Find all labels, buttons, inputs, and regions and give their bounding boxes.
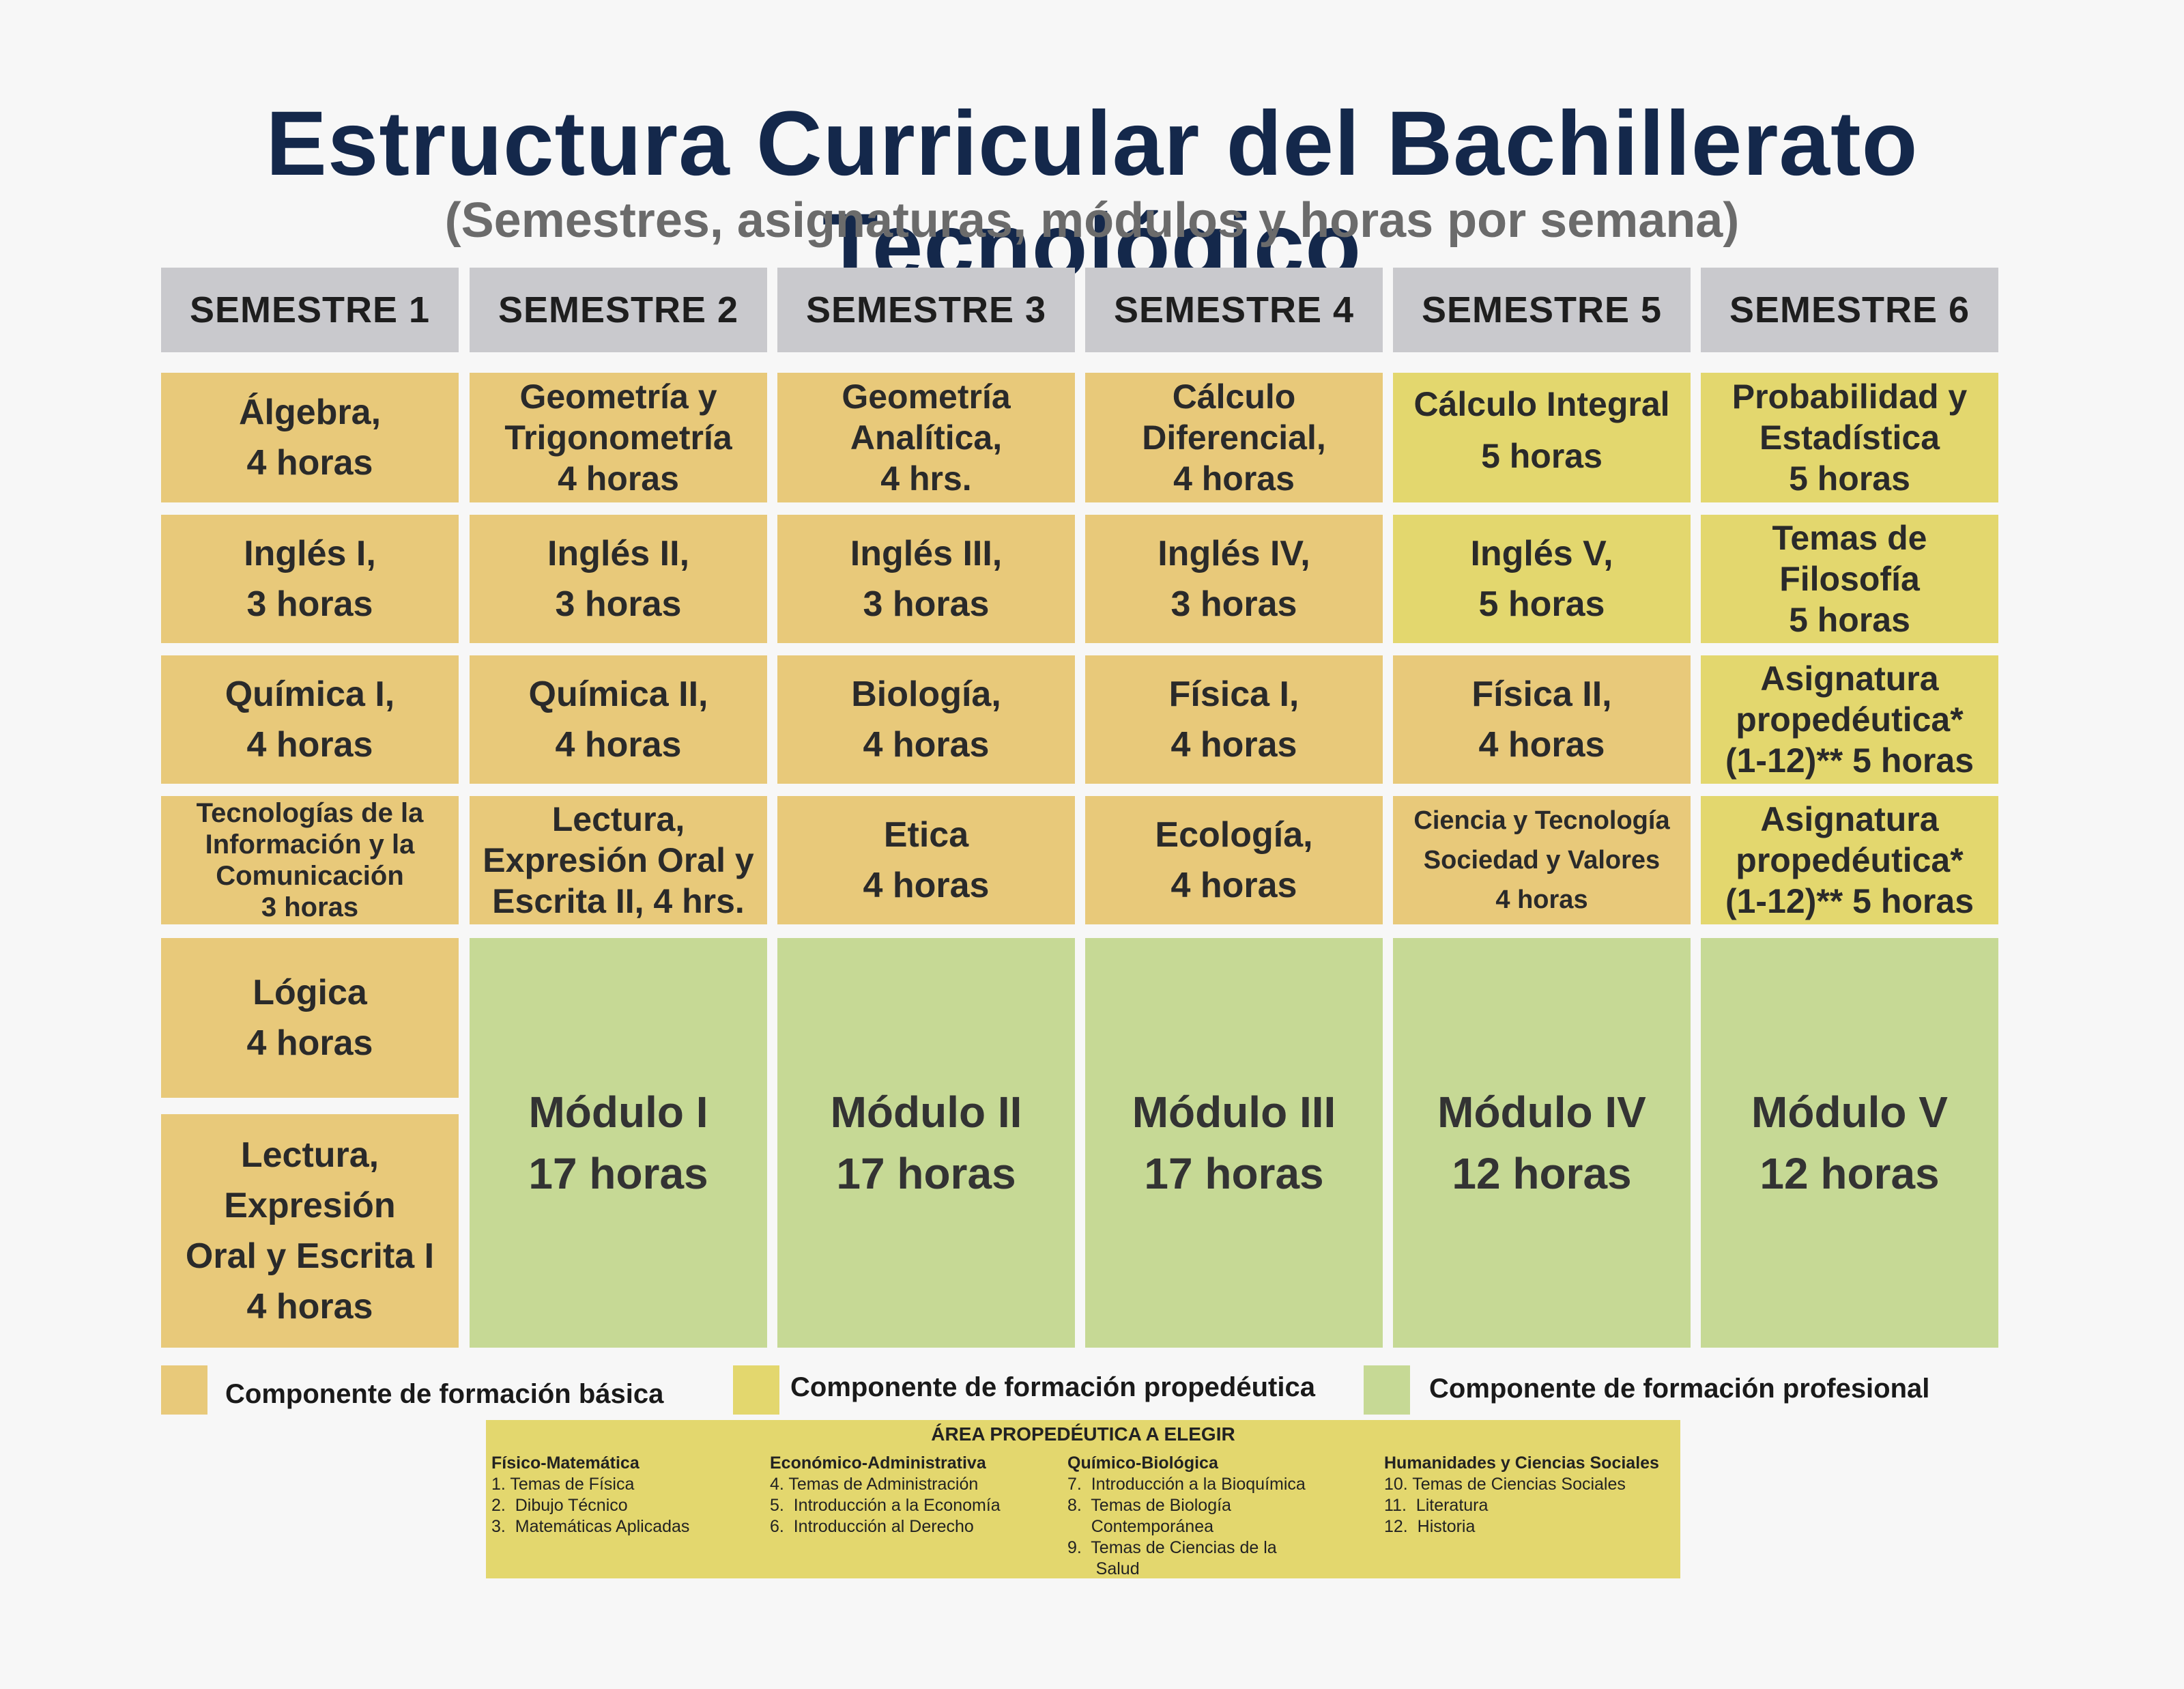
area-item: 9. Temas de Ciencias de la bbox=[1067, 1538, 1277, 1557]
area-heading: Químico-Biológica bbox=[1067, 1453, 1218, 1473]
subject-tic: Tecnologías de la Información y la Comunic… bbox=[161, 796, 459, 924]
area-propedeutica-box: ÁREA PROPEDÉUTICA A ELEGIR Físico-Matemá… bbox=[486, 1420, 1680, 1578]
legend-swatch-profesional bbox=[1364, 1365, 1410, 1415]
module-2: Módulo II 17 horas bbox=[777, 938, 1075, 1348]
area-item: Salud bbox=[1067, 1559, 1140, 1578]
module-1: Módulo I 17 horas bbox=[470, 938, 767, 1348]
subject-calculo-diferencial: Cálculo Diferencial, 4 horas bbox=[1085, 373, 1383, 502]
area-item: 1. Temas de Física bbox=[491, 1475, 635, 1494]
subject-ingles-3: Inglés III, 3 horas bbox=[777, 515, 1075, 643]
area-item: 8. Temas de Biología bbox=[1067, 1496, 1231, 1515]
semester-4-header: SEMESTRE 4 bbox=[1085, 268, 1383, 352]
legend-label-profesional: Componente de formación profesional bbox=[1429, 1374, 1930, 1404]
subject-calculo-integral: Cálculo Integral 5 horas bbox=[1393, 373, 1691, 502]
subject-ingles-2: Inglés II, 3 horas bbox=[470, 515, 767, 643]
subject-ciencia-tecnologia: Ciencia y Tecnología Sociedad y Valores 4 … bbox=[1393, 796, 1691, 924]
subject-etica: Etica 4 horas bbox=[777, 796, 1075, 924]
legend-swatch-basica bbox=[161, 1365, 207, 1415]
area-heading: Físico-Matemática bbox=[491, 1453, 640, 1473]
subject-ingles-1: Inglés I, 3 horas bbox=[161, 515, 459, 643]
area-item: 3. Matemáticas Aplicadas bbox=[491, 1517, 690, 1536]
subject-quimica-1: Química I, 4 horas bbox=[161, 655, 459, 784]
module-4: Módulo IV 12 horas bbox=[1393, 938, 1691, 1348]
area-item: 5. Introducción a la Economía bbox=[770, 1496, 1001, 1515]
subject-quimica-2: Química II, 4 horas bbox=[470, 655, 767, 784]
area-item: 4. Temas de Administración bbox=[770, 1475, 979, 1494]
area-item: 2. Dibujo Técnico bbox=[491, 1496, 628, 1515]
subject-fisica-2: Física II, 4 horas bbox=[1393, 655, 1691, 784]
area-item: 11. Literatura bbox=[1384, 1496, 1489, 1515]
subject-temas-filosofia: Temas de Filosofía 5 horas bbox=[1701, 515, 1998, 643]
area-column-fisico-matematica: Físico-Matemática 1. Temas de Física 2. … bbox=[491, 1453, 689, 1537]
area-item: 6. Introducción al Derecho bbox=[770, 1517, 974, 1536]
area-item: 10. Temas de Ciencias Sociales bbox=[1384, 1475, 1626, 1494]
module-3: Módulo III 17 horas bbox=[1085, 938, 1383, 1348]
subject-asignatura-propedeutica-b: Asignatura propedéutica* (1-12)** 5 horas bbox=[1701, 796, 1998, 924]
page-title: Estructura Curricular del Bachillerato T… bbox=[265, 93, 1919, 297]
area-heading: Humanidades y Ciencias Sociales bbox=[1384, 1453, 1659, 1473]
area-column-quimico-biologica: Químico-Biológica 7. Introducción a la B… bbox=[1067, 1453, 1306, 1580]
area-column-humanidades: Humanidades y Ciencias Sociales 10. Tema… bbox=[1384, 1453, 1659, 1537]
area-heading: Económico-Administrativa bbox=[770, 1453, 986, 1473]
subject-lectura-2: Lectura, Expresión Oral y Escrita II, 4 hr… bbox=[470, 796, 767, 924]
subject-logica: Lógica 4 horas bbox=[161, 938, 459, 1098]
subject-algebra: Álgebra, 4 horas bbox=[161, 373, 459, 502]
area-title: ÁREA PROPEDÉUTICA A ELEGIR bbox=[931, 1423, 1235, 1445]
semester-2-header: SEMESTRE 2 bbox=[470, 268, 767, 352]
subject-biologia: Biología, 4 horas bbox=[777, 655, 1075, 784]
semester-1-header: SEMESTRE 1 bbox=[161, 268, 459, 352]
legend-swatch-propedeutica bbox=[733, 1365, 779, 1415]
subject-ingles-4: Inglés IV, 3 horas bbox=[1085, 515, 1383, 643]
subject-fisica-1: Física I, 4 horas bbox=[1085, 655, 1383, 784]
area-item: 12. Historia bbox=[1384, 1517, 1476, 1536]
module-5: Módulo V 12 horas bbox=[1701, 938, 1998, 1348]
subject-asignatura-propedeutica-a: Asignatura propedéutica* (1-12)** 5 horas bbox=[1701, 655, 1998, 784]
area-item: 7. Introducción a la Bioquímica bbox=[1067, 1475, 1306, 1494]
area-item: Contemporánea bbox=[1067, 1517, 1214, 1536]
subject-ingles-5: Inglés V, 5 horas bbox=[1393, 515, 1691, 643]
area-column-economico-administrativa: Económico-Administrativa 4. Temas de Adm… bbox=[770, 1453, 1001, 1537]
semester-6-header: SEMESTRE 6 bbox=[1701, 268, 1998, 352]
semester-5-header: SEMESTRE 5 bbox=[1393, 268, 1691, 352]
legend-label-propedeutica: Componente de formación propedéutica bbox=[790, 1372, 1315, 1402]
semester-3-header: SEMESTRE 3 bbox=[777, 268, 1075, 352]
page-subtitle: (Semestres, asignaturas, módulos y horas… bbox=[444, 193, 1740, 248]
subject-geometria-analitica: Geometría Analítica, 4 hrs. bbox=[777, 373, 1075, 502]
legend-label-basica: Componente de formación básica bbox=[225, 1379, 664, 1409]
subject-geometria-trigonometria: Geometría y Trigonometría 4 horas bbox=[470, 373, 767, 502]
subject-ecologia: Ecología, 4 horas bbox=[1085, 796, 1383, 924]
subject-probabilidad-estadistica: Probabilidad y Estadística 5 horas bbox=[1701, 373, 1998, 502]
